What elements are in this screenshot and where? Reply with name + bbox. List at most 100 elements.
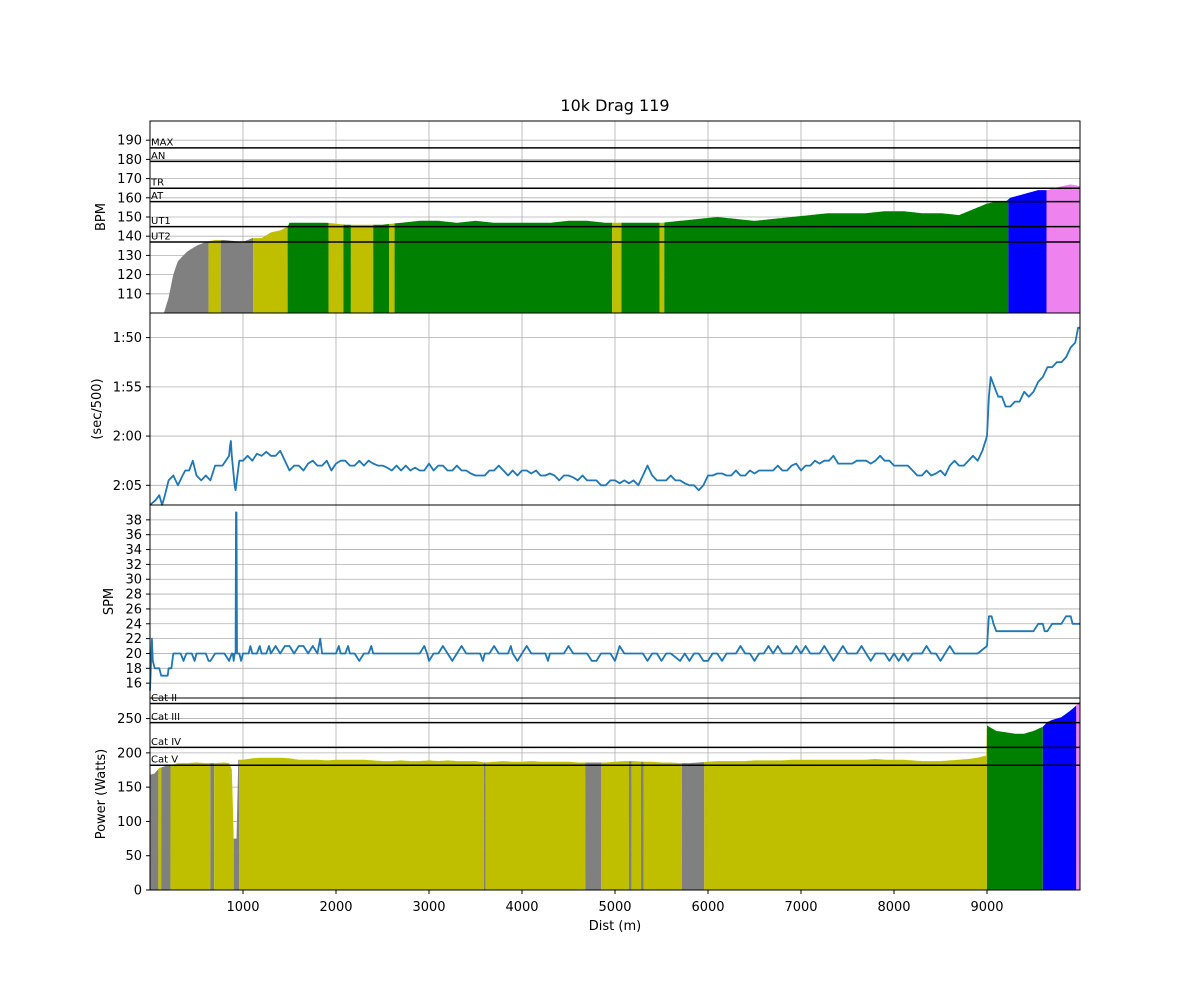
hr-threshold-label: UT1 bbox=[151, 216, 171, 227]
power-zone-gray bbox=[210, 763, 215, 890]
x-tick-label: 9000 bbox=[970, 900, 1003, 915]
spm-y-tick-label: 38 bbox=[125, 513, 142, 528]
hr-y-tick-label: 180 bbox=[117, 153, 142, 168]
power-y-tick-label: 250 bbox=[117, 712, 142, 727]
hr-zone-olive bbox=[612, 222, 622, 313]
hr-y-tick-label: 150 bbox=[117, 211, 142, 226]
power-threshold-label: Cat IV bbox=[151, 737, 181, 748]
hr-y-tick-label: 120 bbox=[117, 268, 142, 283]
x-tick-label: 7000 bbox=[784, 900, 817, 915]
pace-y-tick-label: 2:05 bbox=[113, 479, 142, 494]
pace-series-line bbox=[149, 326, 1080, 506]
hr-y-tick-label: 130 bbox=[117, 249, 142, 264]
x-tick-label: 8000 bbox=[877, 900, 910, 915]
hr-zone-olive bbox=[208, 240, 221, 313]
hr-zone-olive bbox=[389, 223, 395, 313]
heart-rate-panel: 110 120 130 140 150 160 170 180 190 MAX AN TR AT UT1 U… bbox=[94, 120, 1081, 314]
x-tick-label: 6000 bbox=[691, 900, 724, 915]
spm-y-tick-label: 36 bbox=[125, 528, 142, 543]
power-zone-blue bbox=[1042, 705, 1077, 890]
power-zone-green bbox=[987, 725, 1043, 890]
power-y-tick-label: 150 bbox=[117, 781, 142, 796]
power-zone-olive bbox=[158, 767, 162, 890]
power-threshold-label: Cat V bbox=[151, 755, 178, 766]
hr-y-tick-label: 110 bbox=[117, 287, 142, 302]
pace-y-tick-label: 1:50 bbox=[113, 331, 142, 346]
hr-threshold-label: TR bbox=[150, 178, 164, 189]
power-y-tick-label: 100 bbox=[117, 815, 142, 830]
spm-y-tick-label: 30 bbox=[125, 573, 142, 588]
hr-zone-green bbox=[287, 222, 329, 313]
hr-zone-green bbox=[621, 222, 660, 313]
hr-y-tick-label: 170 bbox=[117, 172, 142, 187]
hr-zone-blue bbox=[1008, 190, 1047, 313]
spm-y-tick-label: 24 bbox=[125, 617, 142, 632]
hr-threshold-label: MAX bbox=[151, 137, 173, 148]
x-tick-label: 4000 bbox=[505, 900, 538, 915]
hr-zone-violet bbox=[1046, 184, 1080, 313]
pace-y-axis-title: (sec/500) bbox=[90, 378, 105, 439]
power-zone-olive bbox=[214, 762, 234, 890]
spm-y-tick-label: 20 bbox=[125, 647, 142, 662]
hr-zone-gray bbox=[163, 241, 209, 313]
power-zone-violet bbox=[1076, 701, 1080, 890]
spm-y-tick-label: 18 bbox=[125, 662, 142, 677]
hr-threshold-label: AN bbox=[151, 151, 165, 162]
pace-grid bbox=[150, 313, 1080, 505]
power-zone-gray bbox=[150, 769, 159, 890]
chart-title: 10k Drag 119 bbox=[560, 96, 669, 115]
power-zone-olive bbox=[170, 762, 211, 890]
hr-y-tick-label: 140 bbox=[117, 230, 142, 245]
spm-y-tick-label: 32 bbox=[125, 558, 142, 573]
pace-panel: 1:50 1:55 2:00 2:05 (sec/500) bbox=[90, 312, 1081, 506]
spm-y-tick-label: 26 bbox=[125, 602, 142, 617]
power-y-tick-label: 200 bbox=[117, 746, 142, 761]
spm-y-tick-label: 34 bbox=[125, 543, 142, 558]
spm-y-tick-label: 16 bbox=[125, 677, 142, 692]
spm-y-tick-label: 22 bbox=[125, 632, 142, 647]
x-tick-label: 3000 bbox=[412, 900, 445, 915]
hr-threshold-label: AT bbox=[151, 191, 164, 202]
x-axis: 1000 2000 3000 4000 5000 6000 7000 8000 9000 bbox=[226, 890, 1004, 915]
hr-zone-gray bbox=[220, 238, 254, 313]
hr-zone-green bbox=[664, 199, 1009, 313]
power-zone-olive bbox=[485, 761, 586, 890]
power-zone-olive bbox=[631, 761, 642, 890]
power-y-axis-title: Power (Watts) bbox=[94, 749, 109, 840]
power-zone-gray bbox=[483, 762, 486, 890]
hr-threshold-label: UT2 bbox=[151, 231, 171, 242]
spm-y-axis-title: SPM bbox=[102, 588, 117, 615]
power-zone-gray bbox=[681, 762, 705, 890]
pace-y-tick-label: 2:00 bbox=[113, 430, 142, 445]
hr-zone-olive bbox=[659, 222, 665, 313]
power-zone-olive bbox=[643, 761, 682, 890]
power-zone-olive bbox=[704, 725, 987, 890]
hr-y-tick-label: 190 bbox=[117, 134, 142, 149]
hr-zone-olive bbox=[253, 226, 288, 313]
hr-zone-olive bbox=[350, 224, 374, 313]
power-threshold-label: Cat III bbox=[151, 712, 180, 723]
power-zone-gray bbox=[161, 764, 171, 890]
hr-zone-green bbox=[373, 224, 390, 313]
hr-zone-green bbox=[394, 220, 613, 313]
spm-y-tick-label: 28 bbox=[125, 588, 142, 603]
pace-y-tick-label: 1:55 bbox=[113, 380, 142, 395]
power-y-tick-label: 0 bbox=[134, 884, 142, 899]
x-tick-label: 5000 bbox=[598, 900, 631, 915]
power-zone-areas bbox=[150, 701, 1080, 890]
x-tick-label: 1000 bbox=[226, 900, 259, 915]
power-zone-olive bbox=[601, 761, 629, 890]
hr-zone-olive bbox=[328, 223, 344, 313]
hr-y-tick-label: 160 bbox=[117, 191, 142, 206]
x-axis-title: Dist (m) bbox=[589, 919, 641, 934]
power-zone-gray bbox=[233, 759, 240, 890]
hr-zone-areas bbox=[163, 184, 1080, 313]
spm-series-line bbox=[149, 511, 1080, 691]
spm-grid bbox=[150, 505, 1080, 698]
power-zone-gray bbox=[585, 762, 602, 890]
hr-y-axis-title: BPM bbox=[94, 203, 109, 231]
